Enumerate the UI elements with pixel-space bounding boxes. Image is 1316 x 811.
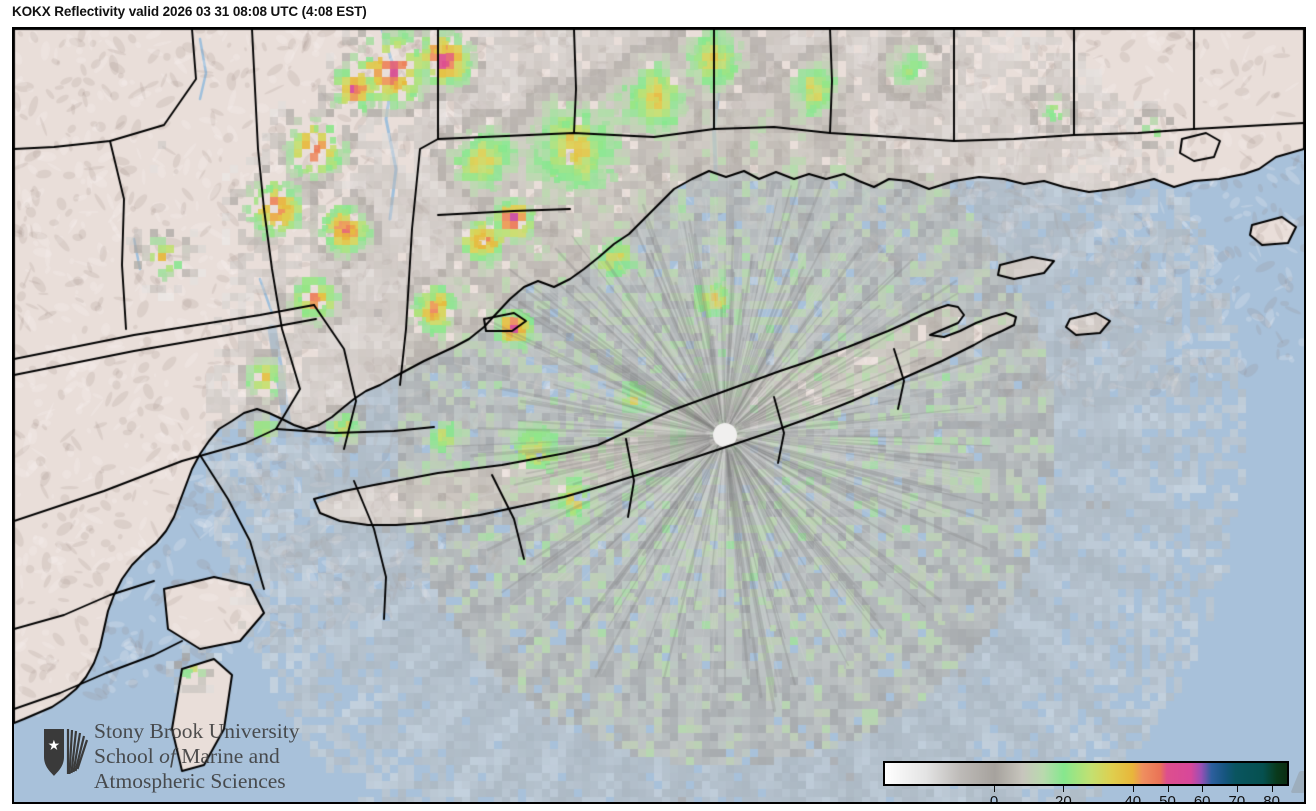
colorbar-tick [994, 786, 995, 792]
radar-map-frame: Stony Brook University School of Marine … [12, 27, 1306, 804]
colorbar-ticks [883, 786, 1289, 794]
colorbar-tick [1202, 786, 1204, 792]
radar-map-canvas [14, 29, 1304, 802]
colorbar-tick [1063, 786, 1065, 792]
colorbar-legend: 0 20 40 50 60 70 80 [883, 761, 1293, 804]
title-bar: KOKX Reflectivity valid 2026 03 31 08:08… [0, 0, 1316, 27]
colorbar-tick [1271, 786, 1273, 792]
colorbar-gradient [883, 761, 1289, 786]
page-title: KOKX Reflectivity valid 2026 03 31 08:08… [12, 4, 367, 19]
colorbar-tick-label: 80 [1263, 793, 1280, 804]
colorbar-tick [1167, 786, 1169, 792]
colorbar-tick-label: 0 [989, 793, 999, 804]
colorbar-tick [1132, 786, 1134, 792]
colorbar-tick-label: 50 [1159, 793, 1176, 804]
colorbar-tick-labels: 0 20 40 50 60 70 80 [883, 793, 1289, 804]
colorbar-tick-label: 20 [1055, 793, 1072, 804]
colorbar-tick-label: 60 [1193, 793, 1211, 804]
colorbar-tick-label: 40 [1124, 793, 1142, 804]
colorbar-tick-label: 70 [1228, 793, 1246, 804]
colorbar-tick [1236, 786, 1238, 792]
